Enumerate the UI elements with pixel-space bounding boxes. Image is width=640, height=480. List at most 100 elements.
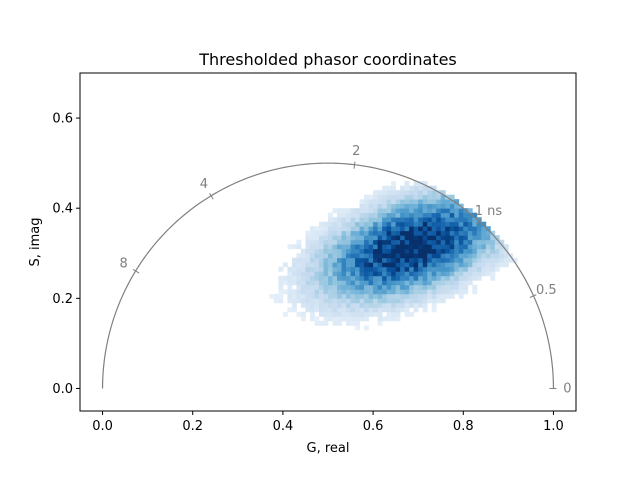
heatmap-bin (337, 271, 342, 277)
heatmap-bin (291, 266, 297, 272)
heatmap-bin (278, 293, 284, 299)
heatmap-bin (472, 235, 478, 241)
heatmap-bin (440, 199, 446, 205)
heatmap-bin (490, 271, 496, 277)
heatmap-bin (368, 194, 374, 200)
heatmap-bin (332, 320, 338, 326)
heatmap-bin (454, 203, 460, 209)
heatmap-bin (418, 271, 424, 277)
heatmap-bin (323, 280, 329, 286)
heatmap-bin (463, 248, 469, 254)
y-tick-label: 0.0 (52, 382, 73, 397)
heatmap-bin (454, 262, 460, 268)
heatmap-bin (350, 235, 356, 241)
heatmap-bin (481, 244, 487, 250)
heatmap-bin (409, 293, 415, 299)
heatmap-bin (409, 217, 415, 223)
heatmap-bin (458, 253, 464, 259)
heatmap-bin (287, 284, 293, 290)
heatmap-bin (368, 280, 374, 286)
heatmap-bin (386, 190, 392, 196)
heatmap-bin (422, 235, 428, 241)
heatmap-bin (436, 271, 442, 277)
heatmap-bin (341, 257, 347, 263)
heatmap-bin (373, 190, 378, 196)
heatmap-bin (409, 289, 415, 295)
heatmap-bin (269, 293, 275, 299)
heatmap-bin (449, 226, 455, 232)
heatmap-bin (395, 284, 401, 290)
heatmap-bin (368, 244, 374, 250)
heatmap-bin (400, 302, 406, 308)
heatmap-bin (364, 230, 369, 236)
heatmap-bin (305, 235, 311, 241)
heatmap-bin (404, 244, 410, 250)
heatmap-bin (391, 266, 397, 272)
heatmap-bin (332, 226, 338, 232)
heatmap-bin (427, 239, 433, 245)
heatmap-bin (318, 226, 324, 232)
heatmap-bin (418, 302, 424, 308)
heatmap-bin (337, 208, 342, 214)
heatmap-bin (305, 284, 311, 290)
heatmap-bin (318, 320, 324, 326)
heatmap-bin (337, 293, 342, 299)
heatmap-bin (445, 280, 451, 286)
heatmap-bin (395, 257, 401, 263)
heatmap-bin (404, 289, 410, 295)
heatmap-bin (318, 311, 324, 317)
heatmap-bin (431, 190, 437, 196)
heatmap-bin (377, 280, 383, 286)
heatmap-bin (427, 230, 433, 236)
heatmap-bin (386, 271, 392, 277)
heatmap-bin (346, 284, 351, 290)
heatmap-bin (472, 262, 478, 268)
heatmap-bin (440, 212, 446, 218)
heatmap-bin (431, 221, 437, 227)
heatmap-bin (404, 307, 410, 313)
heatmap-bin (287, 298, 293, 304)
heatmap-bin (431, 298, 437, 304)
heatmap-bin (309, 311, 315, 317)
heatmap-bin (341, 239, 347, 245)
heatmap-bin (359, 262, 365, 268)
heatmap-bin (391, 221, 397, 227)
heatmap-bin (418, 194, 424, 200)
heatmap-bin (323, 275, 329, 281)
heatmap-bin (296, 280, 302, 286)
heatmap-bin (337, 284, 342, 290)
heatmap-bin (476, 262, 482, 268)
heatmap-bin (427, 275, 433, 281)
heatmap-bin (359, 307, 365, 313)
heatmap-bin (458, 289, 464, 295)
heatmap-bin (364, 212, 369, 218)
heatmap-bin (431, 248, 437, 254)
heatmap-bin (409, 226, 415, 232)
heatmap-bin (409, 257, 415, 263)
heatmap-bin (341, 302, 347, 308)
heatmap-bin (350, 320, 356, 326)
heatmap-bin (427, 266, 433, 272)
heatmap-bin (476, 266, 482, 272)
heatmap-bin (282, 275, 288, 281)
heatmap-bin (418, 212, 424, 218)
heatmap-bin (309, 302, 315, 308)
heatmap-bin (485, 230, 491, 236)
heatmap-bin (296, 284, 302, 290)
heatmap-bin (309, 244, 315, 250)
heatmap-bin (485, 266, 491, 272)
heatmap-bin (377, 275, 383, 281)
heatmap-bin (449, 271, 455, 277)
heatmap-bin (350, 217, 356, 223)
heatmap-bin (359, 199, 365, 205)
heatmap-bin (400, 298, 406, 304)
heatmap-bin (463, 235, 469, 241)
heatmap-bin (300, 253, 306, 259)
heatmap-bin (341, 271, 347, 277)
heatmap-bin (476, 253, 482, 259)
y-tick-label: 0.2 (52, 292, 73, 307)
heatmap-bin (472, 248, 478, 254)
heatmap-bin (377, 253, 383, 259)
x-tick-label: 0.4 (273, 419, 294, 434)
